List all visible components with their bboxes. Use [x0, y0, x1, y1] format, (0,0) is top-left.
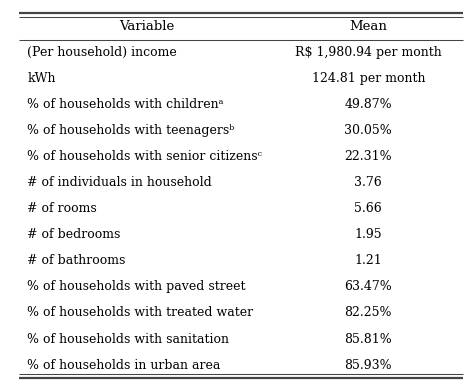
Text: 63.47%: 63.47% — [345, 280, 392, 293]
Text: 1.95: 1.95 — [354, 228, 382, 241]
Text: 124.81 per month: 124.81 per month — [312, 72, 425, 85]
Text: Mean: Mean — [349, 20, 387, 33]
Text: (Per household) income: (Per household) income — [27, 46, 177, 59]
Text: # of individuals in household: # of individuals in household — [27, 176, 212, 189]
Text: % of households with treated water: % of households with treated water — [27, 306, 253, 320]
Text: % of households with senior citizensᶜ: % of households with senior citizensᶜ — [27, 150, 262, 163]
Text: kWh: kWh — [27, 72, 56, 85]
Text: 30.05%: 30.05% — [345, 124, 392, 137]
Text: % of households in urban area: % of households in urban area — [27, 358, 221, 372]
Text: 5.66: 5.66 — [354, 202, 382, 215]
Text: 1.21: 1.21 — [354, 254, 382, 267]
Text: 82.25%: 82.25% — [345, 306, 392, 320]
Text: % of households with paved street: % of households with paved street — [27, 280, 246, 293]
Text: % of households with teenagersᵇ: % of households with teenagersᵇ — [27, 124, 235, 137]
Text: # of bedrooms: # of bedrooms — [27, 228, 121, 241]
Text: # of rooms: # of rooms — [27, 202, 97, 215]
Text: Variable: Variable — [119, 20, 174, 33]
Text: % of households with childrenᵃ: % of households with childrenᵃ — [27, 98, 224, 111]
Text: # of bathrooms: # of bathrooms — [27, 254, 126, 267]
Text: % of households with sanitation: % of households with sanitation — [27, 333, 229, 345]
Text: 22.31%: 22.31% — [345, 150, 392, 163]
Text: 85.93%: 85.93% — [345, 358, 392, 372]
Text: 85.81%: 85.81% — [345, 333, 392, 345]
Text: 49.87%: 49.87% — [345, 98, 392, 111]
Text: R$ 1,980.94 per month: R$ 1,980.94 per month — [295, 46, 442, 59]
Text: 3.76: 3.76 — [354, 176, 382, 189]
